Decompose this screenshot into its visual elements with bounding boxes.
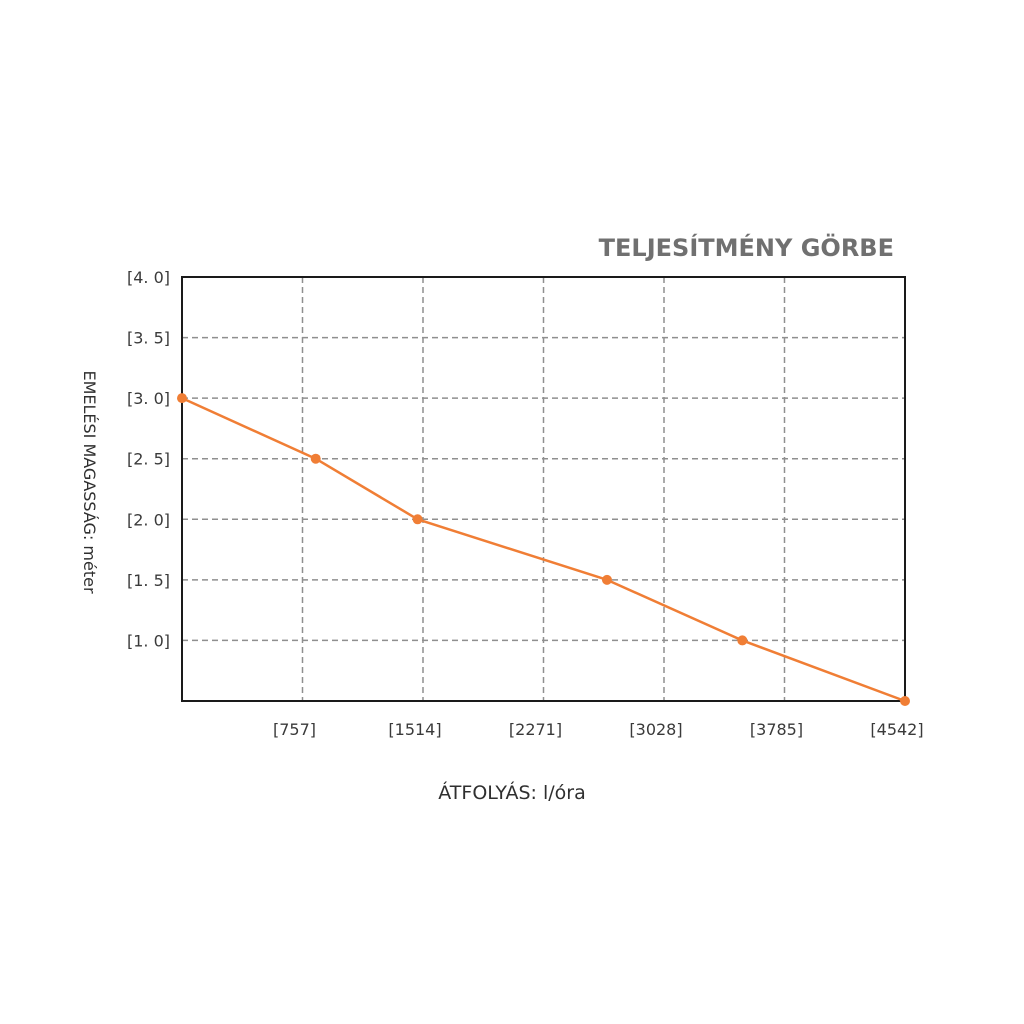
grid-lines bbox=[182, 277, 905, 701]
data-point bbox=[602, 574, 613, 585]
y-tick-label: [3. 5] bbox=[127, 329, 170, 348]
x-tick-label: [3785] bbox=[750, 720, 803, 739]
series-layer bbox=[177, 393, 910, 706]
data-point bbox=[900, 696, 910, 706]
chart-title: TELJESÍTMÉNY GÖRBE bbox=[599, 232, 894, 262]
y-tick-labels: [4. 0] [3. 5] [3. 0] [2. 5] [2. 0] [1. 5] [1. … bbox=[127, 268, 170, 650]
y-tick-label: [2. 0] bbox=[127, 510, 170, 529]
y-tick-label: [3. 0] bbox=[127, 389, 170, 408]
x-tick-label: [2271] bbox=[509, 720, 562, 739]
x-tick-label: [3028] bbox=[629, 720, 682, 739]
y-tick-label: [2. 5] bbox=[127, 450, 170, 469]
x-tick-label: [1514] bbox=[388, 720, 441, 739]
data-point bbox=[737, 635, 748, 646]
data-point bbox=[412, 514, 423, 525]
x-axis-label: ÁTFOLYÁS: l/óra bbox=[438, 781, 585, 804]
y-tick-label: [1. 0] bbox=[127, 631, 170, 650]
x-tick-labels: [757] [1514] [2271] [3028] [3785] [4542] bbox=[273, 720, 924, 739]
data-point bbox=[177, 393, 187, 404]
data-point bbox=[310, 453, 321, 464]
y-axis-label: EMELÉSI MAGASSÁG: méter bbox=[80, 370, 99, 594]
x-tick-label: [757] bbox=[273, 720, 316, 739]
plot-frame bbox=[181, 276, 906, 702]
x-tick-label: [4542] bbox=[870, 720, 923, 739]
series-line bbox=[181, 397, 906, 703]
y-tick-label: [1. 5] bbox=[127, 571, 170, 590]
y-tick-label: [4. 0] bbox=[127, 268, 170, 287]
